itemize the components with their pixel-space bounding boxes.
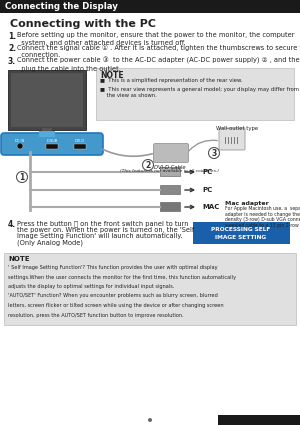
Text: the power on. When the power is turned on, the 'Self: the power on. When the power is turned o…	[17, 227, 194, 232]
Text: letters, screen flicker or tilted screen while using the device or after changin: letters, screen flicker or tilted screen…	[8, 303, 223, 308]
FancyBboxPatch shape	[42, 128, 52, 142]
FancyBboxPatch shape	[219, 128, 245, 150]
Text: DVI-D: DVI-D	[75, 139, 85, 143]
Circle shape	[208, 147, 220, 159]
FancyBboxPatch shape	[11, 73, 83, 127]
Text: 4.: 4.	[8, 220, 16, 229]
Text: For Apple Macintosh use, a  separate plug: For Apple Macintosh use, a separate plug	[225, 206, 300, 211]
Text: resolution, press the AUTO/SET function button to improve resolution.: resolution, press the AUTO/SET function …	[8, 312, 184, 317]
Text: PROCESSING SELF: PROCESSING SELF	[211, 227, 271, 232]
Text: supplied cable to a 15 pin 2-row connector.: supplied cable to a 15 pin 2-row connect…	[225, 223, 300, 227]
Text: (This feature is not available in all countries.): (This feature is not available in all co…	[121, 169, 220, 173]
Text: 1: 1	[20, 173, 25, 181]
FancyBboxPatch shape	[96, 68, 294, 120]
FancyBboxPatch shape	[0, 0, 300, 13]
FancyBboxPatch shape	[218, 415, 300, 425]
Text: Before setting up the monitor, ensure that the power to the monitor, the compute: Before setting up the monitor, ensure th…	[17, 32, 295, 46]
Text: PC: PC	[202, 169, 212, 175]
Text: ' Self Image Setting Function'? This function provides the user with optimal dis: ' Self Image Setting Function'? This fun…	[8, 265, 217, 270]
Text: density (3-row) D-sub VGA connector on the: density (3-row) D-sub VGA connector on t…	[225, 217, 300, 222]
Text: IMAGE SETTING: IMAGE SETTING	[215, 235, 267, 240]
Text: settings.When the user connects the monitor for the first time, this function au: settings.When the user connects the moni…	[8, 275, 236, 280]
FancyBboxPatch shape	[154, 144, 188, 162]
Circle shape	[17, 143, 23, 149]
FancyBboxPatch shape	[0, 13, 300, 425]
Text: DVI-D Cable: DVI-D Cable	[154, 165, 186, 170]
Text: Connecting the Display: Connecting the Display	[5, 2, 118, 11]
Text: Mac adapter: Mac adapter	[225, 201, 269, 206]
Text: Wall-outlet type: Wall-outlet type	[216, 126, 258, 131]
Text: (Only Analog Mode): (Only Analog Mode)	[17, 240, 83, 246]
Text: 3.: 3.	[8, 57, 16, 66]
Text: D-SUB: D-SUB	[46, 139, 58, 143]
FancyBboxPatch shape	[160, 202, 180, 211]
Circle shape	[142, 159, 154, 170]
FancyBboxPatch shape	[8, 70, 86, 130]
Text: PC: PC	[202, 187, 212, 193]
Text: 3: 3	[212, 148, 217, 158]
Text: adjusts the display to optimal settings for individual input signals.: adjusts the display to optimal settings …	[8, 284, 174, 289]
FancyBboxPatch shape	[32, 141, 62, 147]
Text: Connect the power cable ③  to the AC-DC adapter (AC-DC power supply) ② , and the: Connect the power cable ③ to the AC-DC a…	[17, 57, 300, 72]
Text: MAC: MAC	[202, 204, 219, 210]
Text: 1.: 1.	[8, 32, 16, 41]
FancyBboxPatch shape	[1, 133, 103, 155]
FancyBboxPatch shape	[46, 144, 58, 149]
Text: Press the button ⏻ on the front switch panel to turn: Press the button ⏻ on the front switch p…	[17, 220, 188, 227]
Text: Connecting with the PC: Connecting with the PC	[10, 19, 156, 29]
Text: NOTE: NOTE	[100, 71, 124, 80]
Circle shape	[148, 418, 152, 422]
Text: DC-IN: DC-IN	[15, 139, 25, 143]
FancyBboxPatch shape	[4, 253, 296, 325]
Text: 2: 2	[146, 161, 151, 170]
FancyBboxPatch shape	[39, 131, 55, 137]
Text: ■  This is a simplified representation of the rear view.: ■ This is a simplified representation of…	[100, 78, 242, 83]
Circle shape	[16, 172, 28, 182]
FancyBboxPatch shape	[160, 185, 180, 194]
FancyBboxPatch shape	[193, 222, 290, 244]
Text: adapter is needed to change the 15 pin high: adapter is needed to change the 15 pin h…	[225, 212, 300, 216]
Text: Connect the signal cable ① . After it is attached, tighten the thumbscrews to se: Connect the signal cable ① . After it is…	[17, 44, 300, 58]
Text: Image Setting Function' will launch automatically.: Image Setting Function' will launch auto…	[17, 233, 182, 239]
Text: ■  This rear view represents a general model; your display may differ from
    t: ■ This rear view represents a general mo…	[100, 87, 299, 98]
FancyBboxPatch shape	[160, 167, 180, 176]
FancyBboxPatch shape	[74, 144, 86, 149]
Text: NOTE: NOTE	[8, 256, 30, 262]
Text: 2.: 2.	[8, 44, 16, 53]
Text: 'AUTO/SET' Function? When you encounter problems such as blurry screen, blurred: 'AUTO/SET' Function? When you encounter …	[8, 294, 218, 298]
